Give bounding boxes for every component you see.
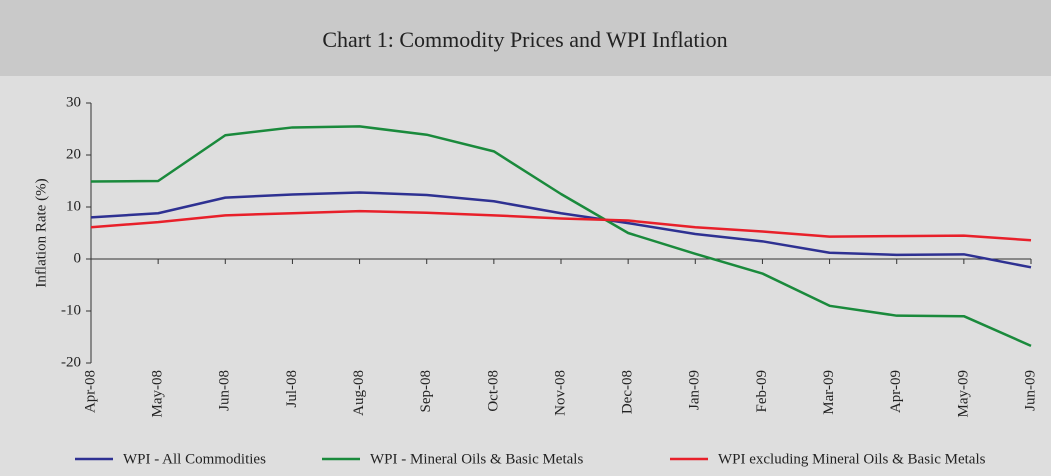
x-tick-label: May-08 [150,370,166,418]
legend-label: WPI excluding Mineral Oils & Basic Metal… [718,451,986,467]
legend-label: WPI - Mineral Oils & Basic Metals [370,451,583,467]
x-tick-label: Jan-09 [687,370,703,410]
x-tick-label: Jun-09 [1022,370,1038,411]
y-axis-label: Inflation Rate (%) [33,178,49,287]
y-tick-label: -20 [61,354,81,370]
series-line [90,191,1032,269]
x-tick-label: Apr-09 [888,370,904,413]
x-tick-label: May-09 [955,370,971,418]
chart-title: Chart 1: Commodity Prices and WPI Inflat… [322,27,727,52]
x-tick-label: Jul-08 [284,370,300,408]
x-tick-label: Apr-08 [82,370,98,413]
x-tick-label: Dec-08 [620,370,636,414]
x-tick-label: Oct-08 [485,370,501,412]
series-line [90,125,1032,347]
x-tick-label: Jun-08 [217,370,233,411]
x-tick-label: Mar-09 [821,370,837,415]
title-band [0,0,1051,76]
legend-label: WPI - All Commodities [123,451,266,467]
y-tick-label: 10 [66,198,81,214]
y-tick-label: -10 [61,302,81,318]
x-tick-label: Sep-08 [418,370,434,413]
x-tick-label: Nov-08 [552,370,568,416]
x-tick-label: Aug-08 [351,370,367,416]
y-tick-label: 0 [74,250,82,266]
y-tick-label: 30 [66,94,81,110]
x-tick-label: Feb-09 [754,370,770,413]
y-tick-label: 20 [66,146,81,162]
series-line [90,209,1032,242]
